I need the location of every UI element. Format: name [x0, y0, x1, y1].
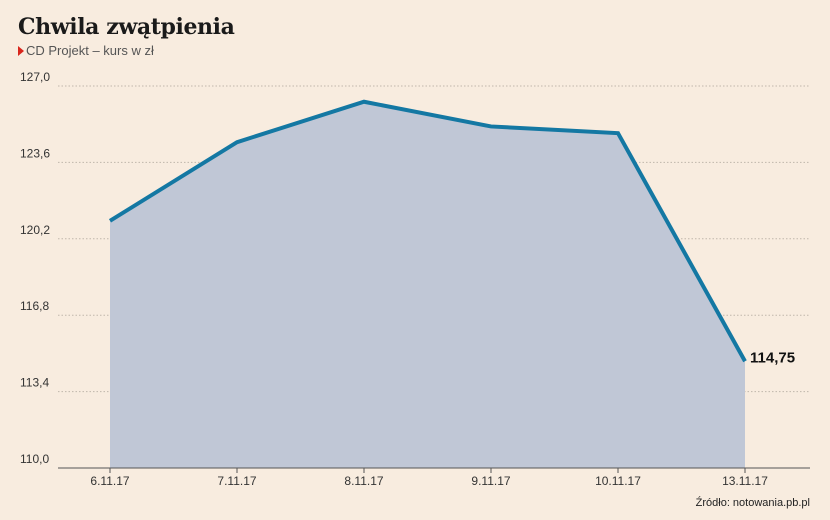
x-tick-label: 13.11.17 [722, 474, 768, 488]
x-tick-label: 10.11.17 [595, 474, 641, 488]
red-triangle-icon [18, 45, 24, 56]
chart-subtitle: CD Projekt – kurs w zł [18, 43, 154, 58]
series-line [108, 99, 747, 363]
area-fill [110, 101, 745, 469]
x-tick-label: 9.11.17 [471, 474, 510, 488]
last-value-label: 114,75 [750, 349, 795, 366]
y-tick-label: 127,0 [20, 70, 50, 84]
y-tick-label: 120,2 [20, 223, 50, 237]
y-tick-label: 113,4 [20, 376, 49, 390]
y-tick-label: 116,8 [20, 299, 49, 313]
subtitle-text: CD Projekt – kurs w zł [26, 43, 154, 58]
chart-title: Chwila zwątpienia [18, 14, 235, 40]
x-tick-label: 8.11.17 [344, 474, 383, 488]
source-note: Źródło: notowania.pb.pl [695, 497, 810, 509]
x-tick-label: 7.11.17 [217, 474, 256, 488]
x-tick-label: 6.11.17 [90, 474, 129, 488]
y-tick-label: 123,6 [20, 146, 50, 160]
y-tick-label: 110,0 [20, 452, 49, 466]
